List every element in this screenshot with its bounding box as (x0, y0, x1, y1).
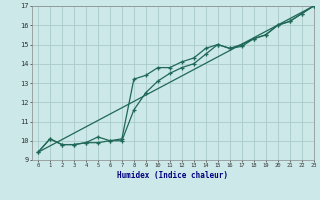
X-axis label: Humidex (Indice chaleur): Humidex (Indice chaleur) (117, 171, 228, 180)
